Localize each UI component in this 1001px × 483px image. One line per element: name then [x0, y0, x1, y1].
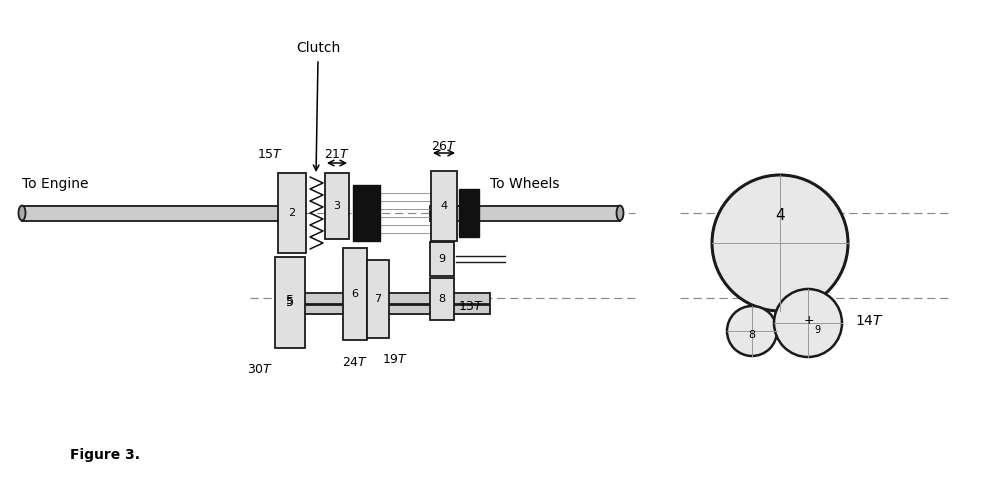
- Bar: [430, 242, 454, 276]
- Text: 4: 4: [775, 208, 785, 223]
- Text: Figure 3.: Figure 3.: [70, 448, 140, 462]
- Text: $19T$: $19T$: [381, 353, 408, 366]
- Text: To Wheels: To Wheels: [490, 177, 560, 191]
- Text: 7: 7: [374, 294, 381, 304]
- Text: To Engine: To Engine: [22, 177, 88, 191]
- Bar: [343, 248, 367, 340]
- Text: $26T$: $26T$: [430, 140, 457, 153]
- Bar: [325, 173, 349, 239]
- Ellipse shape: [18, 205, 25, 221]
- Bar: [353, 185, 380, 241]
- Ellipse shape: [617, 205, 624, 221]
- Bar: [430, 205, 620, 221]
- Text: 5: 5: [286, 296, 294, 309]
- Bar: [431, 171, 457, 241]
- Text: 9: 9: [438, 254, 445, 264]
- Text: $24T$: $24T$: [341, 356, 368, 369]
- Bar: [430, 278, 454, 320]
- Text: 8: 8: [749, 330, 756, 340]
- Text: Clutch: Clutch: [296, 41, 340, 55]
- Bar: [280, 293, 490, 303]
- Bar: [275, 257, 305, 348]
- Text: 6: 6: [351, 289, 358, 299]
- Bar: [278, 173, 306, 253]
- Bar: [280, 304, 490, 313]
- Circle shape: [727, 306, 777, 356]
- Text: $14T$: $14T$: [855, 314, 884, 328]
- Text: $13T$: $13T$: [458, 299, 484, 313]
- Bar: [367, 260, 389, 338]
- Text: +: +: [804, 314, 814, 327]
- Text: 2: 2: [288, 208, 295, 218]
- Text: 4: 4: [440, 201, 447, 211]
- Text: $15T$: $15T$: [257, 148, 283, 161]
- Text: 9: 9: [814, 325, 820, 335]
- Text: 5: 5: [286, 294, 294, 307]
- Circle shape: [712, 175, 848, 311]
- Bar: [22, 205, 292, 221]
- Bar: [459, 189, 479, 237]
- Text: $21T$: $21T$: [323, 148, 350, 161]
- Text: 3: 3: [333, 201, 340, 211]
- Text: $30T$: $30T$: [247, 363, 273, 376]
- Text: 8: 8: [438, 294, 445, 304]
- Circle shape: [774, 289, 842, 357]
